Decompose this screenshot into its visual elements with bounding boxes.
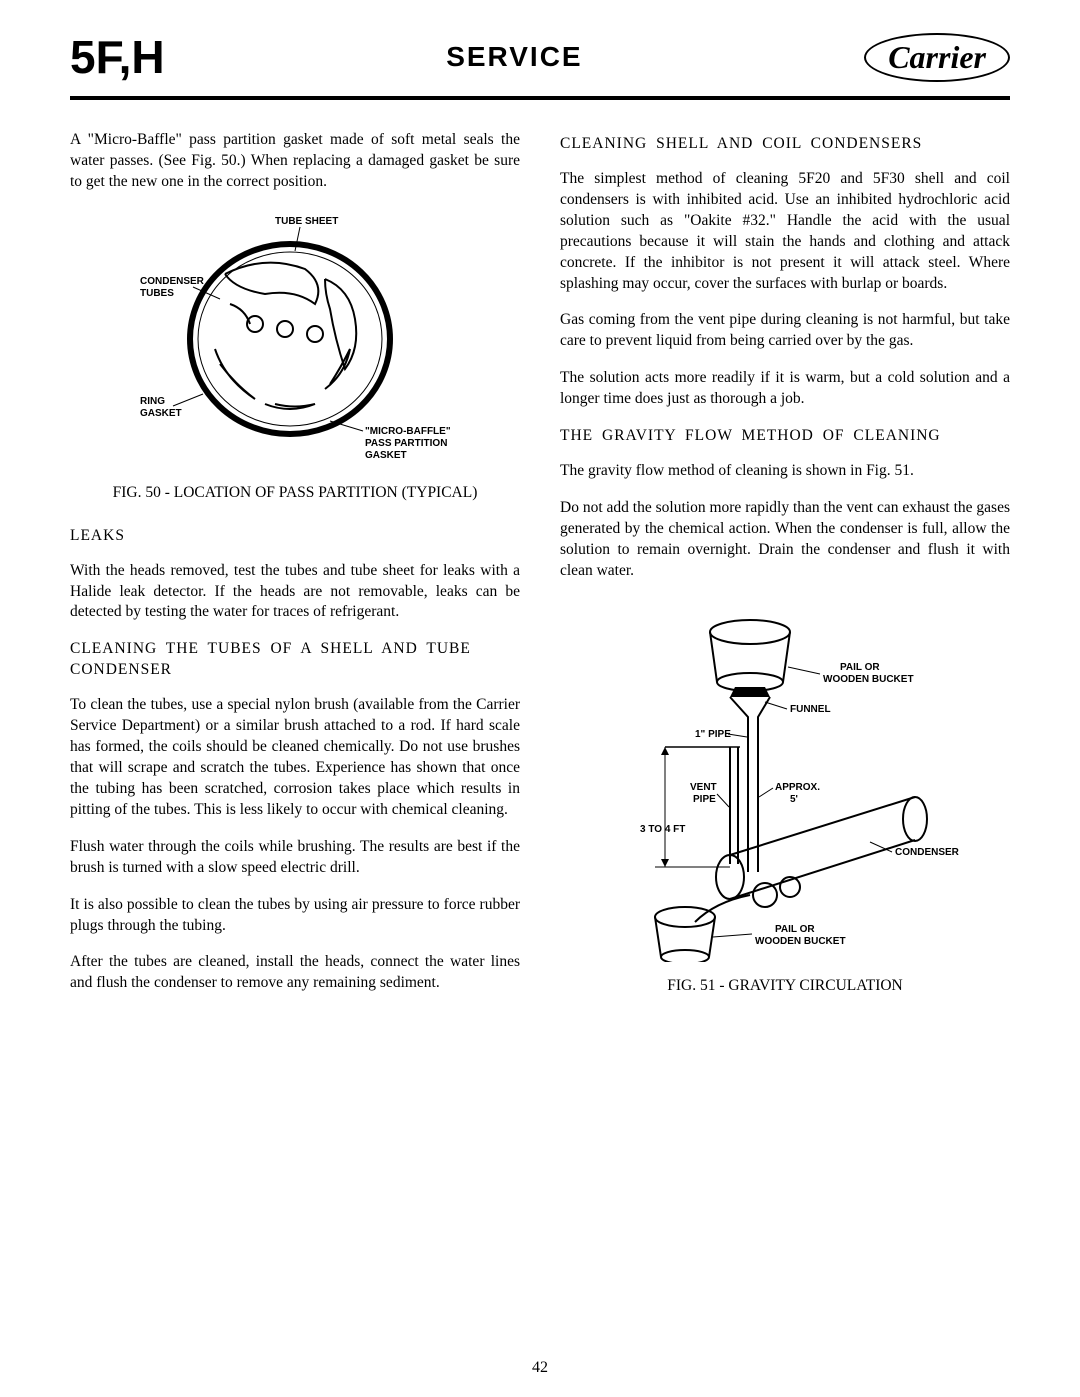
gravity-para1: The gravity flow method of cleaning is s…	[560, 461, 1010, 482]
cleaning-para4: After the tubes are cleaned, install the…	[70, 952, 520, 994]
figure-51-diagram: PAIL OR WOODEN BUCKET FUNNEL 1" PIPE VEN…	[595, 602, 975, 962]
svg-text:WOODEN BUCKET: WOODEN BUCKET	[823, 674, 914, 685]
svg-text:3 TO 4 FT: 3 TO 4 FT	[640, 824, 685, 835]
model-label: 5F,H	[70, 30, 165, 84]
shell-para2: Gas coming from the vent pipe during cle…	[560, 310, 1010, 352]
cleaning-para3: It is also possible to clean the tubes b…	[70, 895, 520, 937]
svg-text:VENT: VENT	[690, 782, 717, 793]
content-area: A "Micro-Baffle" pass partition gasket m…	[70, 130, 1010, 1019]
service-label: SERVICE	[446, 41, 582, 73]
shell-para1: The simplest method of cleaning 5F20 and…	[560, 169, 1010, 295]
svg-text:WOODEN BUCKET: WOODEN BUCKET	[755, 936, 846, 947]
fig50-caption: FIG. 50 - LOCATION OF PASS PARTITION (TY…	[70, 483, 520, 504]
svg-text:1" PIPE: 1" PIPE	[695, 729, 731, 740]
cleaning-tubes-heading: CLEANING THE TUBES OF A SHELL AND TUBE C…	[70, 639, 520, 681]
svg-text:FUNNEL: FUNNEL	[790, 704, 831, 715]
cleaning-para1: To clean the tubes, use a special nylon …	[70, 695, 520, 821]
right-column: CLEANING SHELL AND COIL CONDENSERS The s…	[560, 130, 1010, 1019]
left-column: A "Micro-Baffle" pass partition gasket m…	[70, 130, 520, 1019]
svg-text:5': 5'	[790, 794, 798, 805]
leaks-para: With the heads removed, test the tubes a…	[70, 561, 520, 624]
svg-text:TUBES: TUBES	[140, 288, 174, 299]
carrier-logo: Carrier	[864, 33, 1010, 82]
svg-text:PAIL OR: PAIL OR	[775, 924, 815, 935]
svg-text:GASKET: GASKET	[140, 408, 182, 419]
intro-paragraph: A "Micro-Baffle" pass partition gasket m…	[70, 130, 520, 193]
svg-text:"MICRO-BAFFLE": "MICRO-BAFFLE"	[365, 426, 451, 437]
figure-50-diagram: TUBE SHEET CONDENSER TUBES RING GASKET "	[135, 209, 455, 469]
page-number: 42	[532, 1359, 548, 1377]
page-header: 5F,H SERVICE Carrier	[70, 30, 1010, 100]
svg-text:TUBE SHEET: TUBE SHEET	[275, 216, 338, 227]
svg-text:GASKET: GASKET	[365, 450, 407, 461]
leaks-heading: LEAKS	[70, 526, 520, 547]
cleaning-para2: Flush water through the coils while brus…	[70, 837, 520, 879]
fig51-caption: FIG. 51 - GRAVITY CIRCULATION	[560, 976, 1010, 997]
svg-text:PIPE: PIPE	[693, 794, 716, 805]
svg-text:APPROX.: APPROX.	[775, 782, 820, 793]
shell-heading: CLEANING SHELL AND COIL CONDENSERS	[560, 134, 1010, 155]
shell-para3: The solution acts more readily if it is …	[560, 368, 1010, 410]
gravity-heading: THE GRAVITY FLOW METHOD OF CLEANING	[560, 426, 1010, 447]
svg-text:CONDENSER: CONDENSER	[895, 847, 960, 858]
gravity-para2: Do not add the solution more rapidly tha…	[560, 498, 1010, 582]
svg-text:RING: RING	[140, 396, 165, 407]
svg-text:PAIL OR: PAIL OR	[840, 662, 880, 673]
svg-text:PASS PARTITION: PASS PARTITION	[365, 438, 447, 449]
svg-text:CONDENSER: CONDENSER	[140, 276, 205, 287]
